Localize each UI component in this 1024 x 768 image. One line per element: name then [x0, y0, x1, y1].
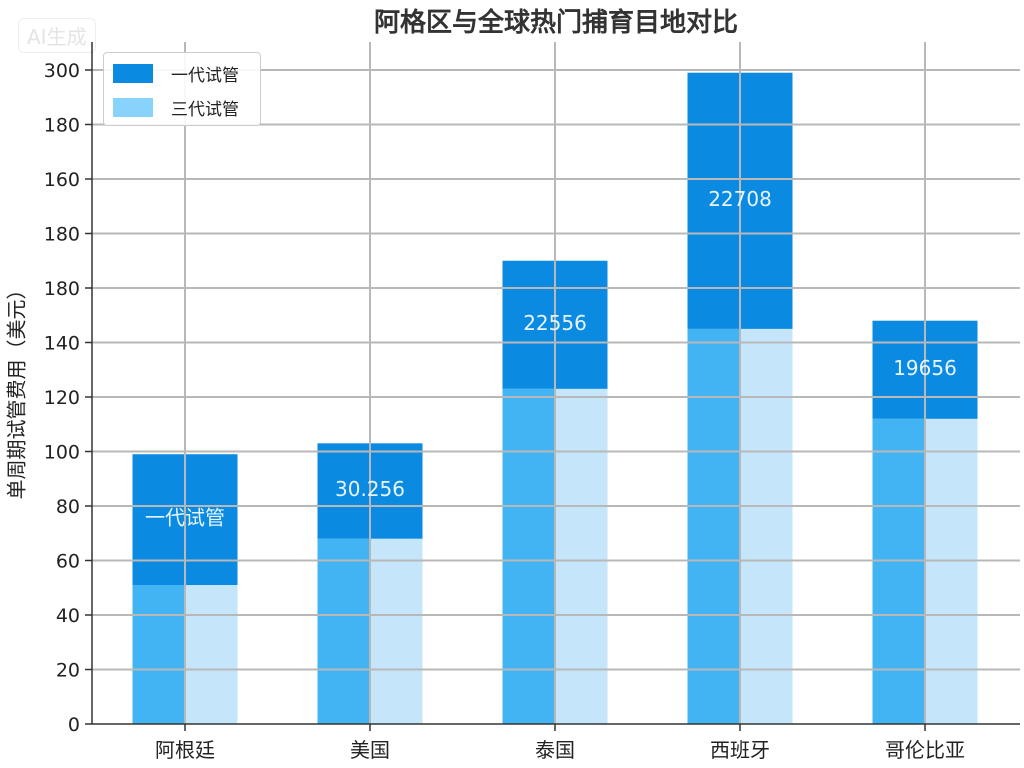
x-tick-label: 阿根廷 [155, 738, 215, 762]
legend: 一代试管 三代试管 [103, 52, 261, 126]
ai-watermark: AI生成 [18, 18, 96, 53]
y-tick-label: 180 [44, 278, 80, 300]
bar-segment-lower-left [687, 328, 740, 724]
bar-segment-lower-right [925, 418, 978, 724]
y-tick-label: 140 [44, 333, 80, 355]
data-label: 30.256 [335, 477, 405, 501]
y-tick-label: 120 [44, 387, 80, 409]
x-tick-label: 西班牙 [710, 738, 770, 762]
y-tick-label: 180 [44, 224, 80, 246]
legend-label: 三代试管 [171, 100, 239, 120]
y-tick-label: 160 [44, 169, 80, 191]
y-tick-label: 180 [44, 115, 80, 137]
legend-swatch [113, 98, 153, 117]
bar-segment-lower-left [132, 585, 185, 724]
y-tick-label: 20 [56, 660, 80, 682]
data-label: 一代试管 [145, 506, 225, 530]
chart-title: 阿格区与全球热门捕育目地对比 [373, 8, 738, 38]
x-tick-label: 哥伦比亚 [885, 738, 965, 762]
x-tick-label: 泰国 [535, 738, 575, 762]
legend-item: 一代试管 [113, 61, 239, 86]
y-tick-label: 0 [68, 714, 80, 736]
y-tick-label: 40 [56, 605, 80, 627]
y-tick-label: 80 [56, 496, 80, 518]
data-label: 22708 [708, 187, 772, 211]
data-label: 22556 [523, 311, 587, 335]
x-tick-label: 美国 [350, 738, 390, 762]
bar-segment-lower-right [555, 388, 608, 724]
y-tick-label: 100 [44, 442, 80, 464]
bar-segment-lower-right [740, 328, 793, 724]
bar-segment-lower-right [185, 585, 238, 724]
bar-segment-lower-left [502, 388, 555, 724]
bar-segment-lower-right [370, 538, 423, 724]
legend-swatch [113, 64, 153, 83]
y-tick-label: 60 [56, 551, 80, 573]
bar-segment-lower-left [317, 538, 370, 724]
bar-segment-lower-left [872, 418, 925, 724]
y-tick-label: 300 [44, 60, 80, 82]
legend-label: 一代试管 [171, 66, 239, 86]
data-label: 19656 [893, 356, 957, 380]
legend-item: 三代试管 [113, 95, 239, 120]
